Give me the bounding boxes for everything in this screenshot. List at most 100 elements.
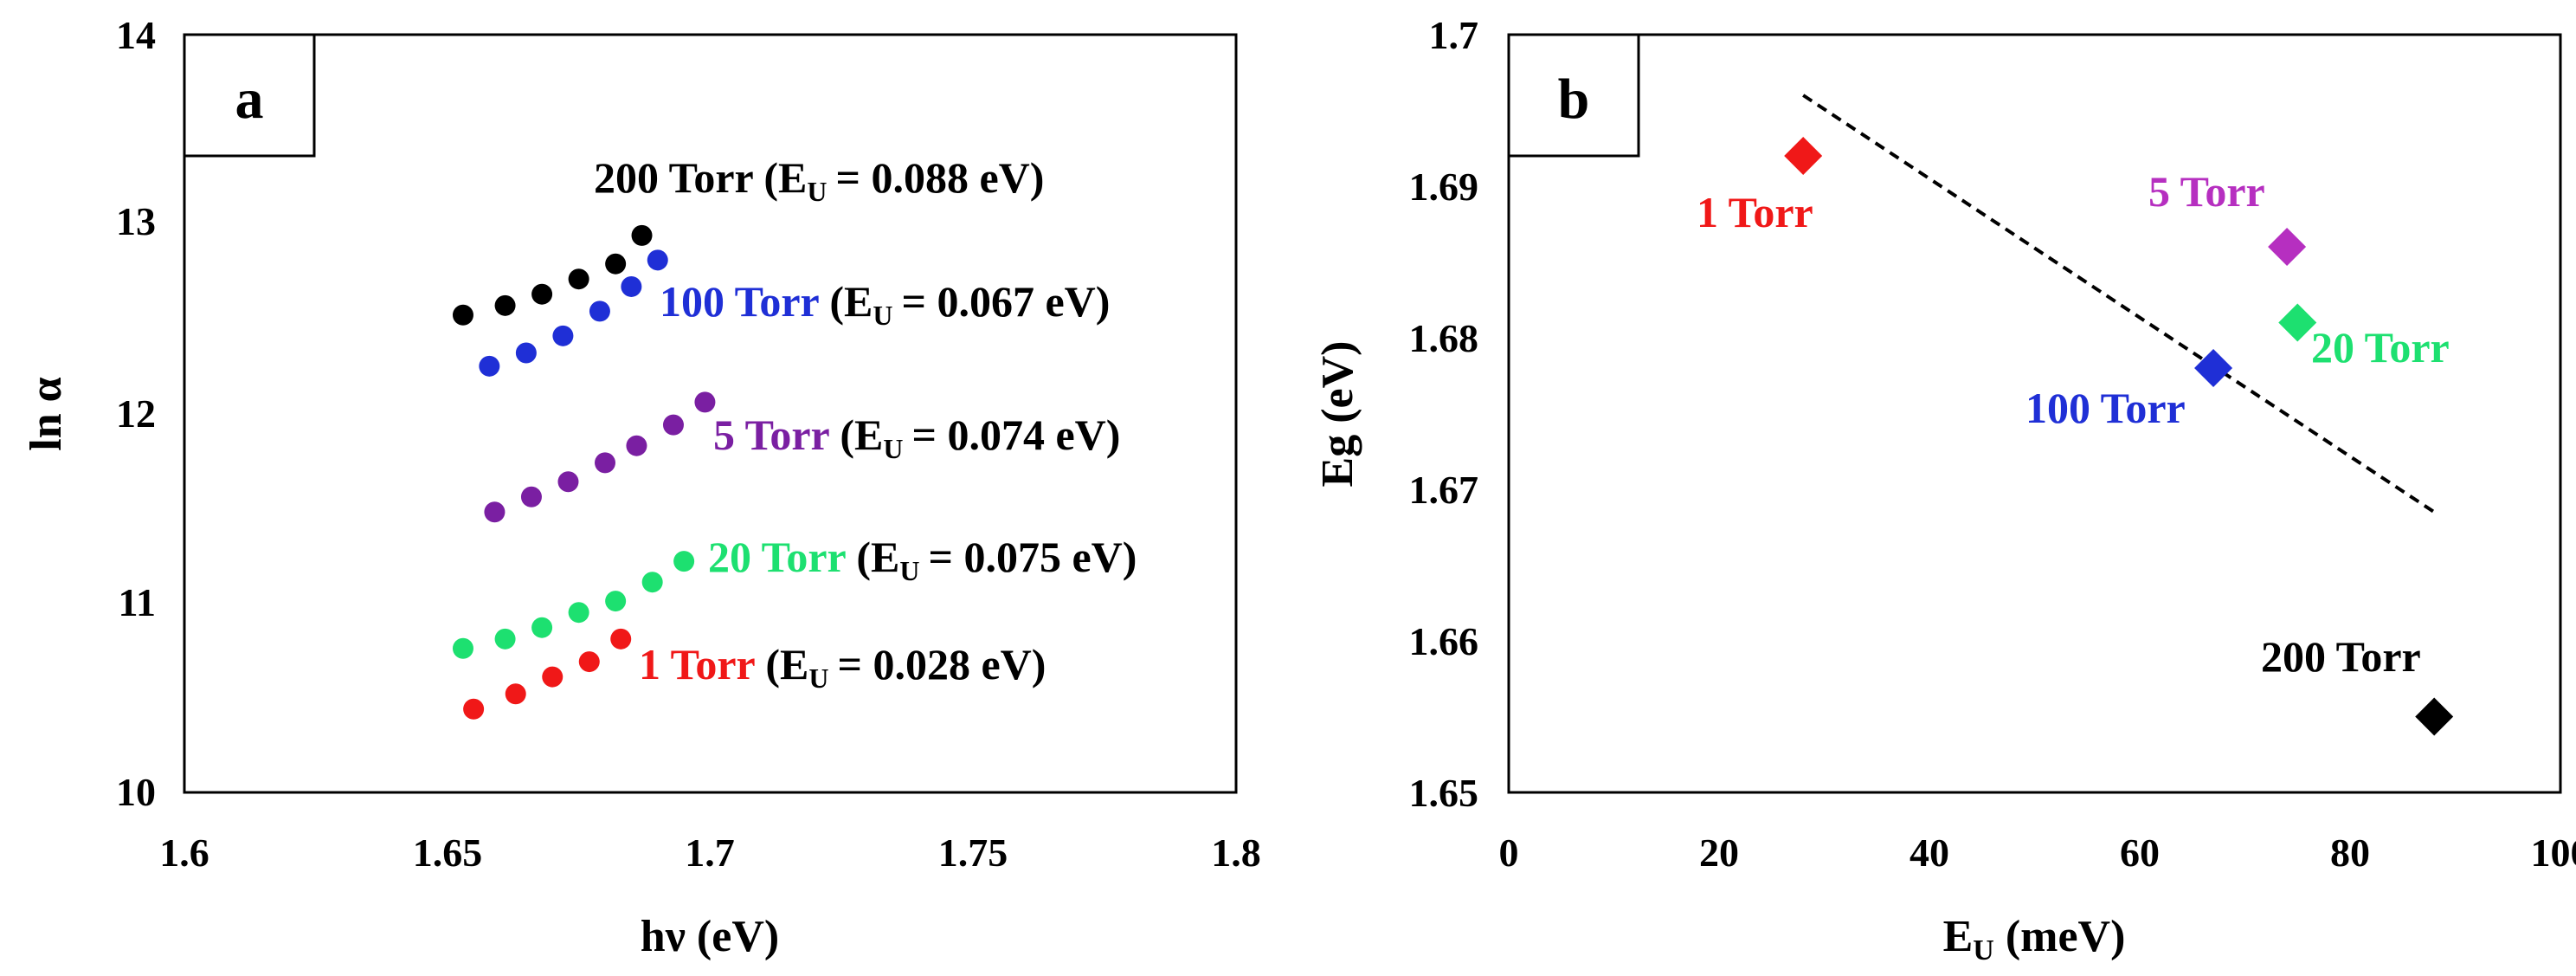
annotation-sample: 20 Torr — [708, 533, 847, 581]
data-point-20-torr — [605, 591, 627, 612]
panel-a-x-ticks: 1.6 1.65 1.7 1.75 1.8 — [159, 831, 1261, 875]
annotation-eu-value: = 0.088 eV) — [835, 153, 1044, 202]
data-point-1-torr — [610, 628, 632, 650]
y-tick-label: 1.68 — [1409, 316, 1479, 360]
panel-b-y-axis-label: Eg (eV) — [1313, 341, 1362, 488]
data-point-100-torr — [515, 342, 537, 364]
x-tick-label: 1.7 — [685, 831, 735, 875]
data-point-1-torr — [578, 651, 600, 673]
annotation-200-torr: 200 Torr (EU = 0.088 eV) — [594, 153, 1044, 207]
panel-b-letter: b — [1558, 68, 1590, 131]
panel-b-x-ticks: 0 20 40 60 80 100 — [1499, 831, 2576, 875]
x-tick-label: 1.8 — [1211, 831, 1261, 875]
data-point-100-torr — [589, 301, 610, 322]
annotation-eu-symbol: E — [778, 153, 807, 202]
data-point-5-torr — [484, 501, 506, 523]
panel-a: a 14 13 12 11 10 1.6 1.65 1.7 1.75 1.8 h… — [22, 13, 1261, 961]
data-point-200-torr — [531, 283, 553, 305]
data-point-20-torr — [2278, 303, 2317, 342]
annotation-100-torr: 100 Torr (EU = 0.067 eV) — [660, 277, 1110, 331]
panel-a-letter: a — [235, 68, 264, 131]
y-tick-label: 14 — [116, 13, 156, 57]
data-point-20-torr — [452, 637, 473, 659]
panel-b-trendline-layer — [1802, 94, 2436, 514]
panel-a-plot-area — [183, 33, 1238, 794]
annotation-eu-value: = 0.028 eV) — [837, 640, 1046, 688]
panel-a-letter-frame — [183, 33, 316, 158]
y-tick-label: 1.67 — [1409, 468, 1479, 512]
data-point-200-torr — [494, 294, 516, 316]
annotation-eu-symbol: E — [854, 410, 883, 459]
data-point-200-torr — [568, 268, 589, 290]
annotation-eu-value: = 0.074 eV) — [911, 410, 1120, 459]
data-point-1-torr — [542, 666, 564, 688]
annotation-eu-subscript: U — [873, 300, 892, 331]
y-tick-label: 1.65 — [1409, 771, 1479, 815]
data-point-20-torr — [531, 617, 553, 638]
y-tick-label: 1.66 — [1409, 619, 1479, 663]
x-axis-label-rest: (meV) — [1994, 912, 2126, 961]
panel-b-letter-frame — [1507, 33, 1640, 158]
y-tick-label: 12 — [116, 391, 156, 436]
annotation-eu-subscript: U — [807, 176, 827, 207]
annotation-sample: 1 Torr — [639, 640, 756, 688]
annotation-eu-subscript: U — [883, 433, 903, 464]
data-point-100-torr — [552, 325, 574, 346]
y-tick-label: 11 — [119, 580, 156, 624]
data-point-100-torr — [647, 249, 668, 271]
annotation-sample: 5 Torr — [713, 410, 830, 459]
annotation-eu-symbol: E — [871, 533, 899, 581]
data-point-1-torr — [1784, 137, 1823, 175]
panel-b-y-ticks: 1.7 1.69 1.68 1.67 1.66 1.65 — [1409, 13, 1479, 815]
annotation-20-torr: 20 Torr (EU = 0.075 eV) — [708, 533, 1137, 586]
data-point-5-torr — [626, 435, 647, 456]
point-label-1-torr: 1 Torr — [1697, 188, 1813, 236]
annotation-sample: 200 Torr — [594, 153, 754, 202]
x-tick-label: 100 — [2531, 831, 2576, 875]
x-tick-label: 20 — [1699, 831, 1739, 875]
panel-a-points — [452, 224, 716, 720]
data-point-100-torr — [621, 275, 642, 297]
data-point-5-torr — [595, 452, 615, 474]
annotation-eu-value: = 0.075 eV) — [928, 533, 1137, 581]
data-point-1-torr — [505, 683, 526, 705]
data-point-200-torr — [605, 253, 627, 275]
y-tick-label: 1.7 — [1429, 13, 1479, 57]
panel-a-y-axis-label: ln α — [22, 377, 71, 450]
data-point-20-torr — [641, 572, 663, 593]
x-tick-label: 0 — [1499, 831, 1519, 875]
panel-b-plot-area — [1507, 33, 2562, 794]
data-point-5-torr — [520, 486, 542, 507]
panel-b: b 1.7 1.69 1.68 1.67 1.66 1.65 0 20 40 6… — [1313, 13, 2576, 966]
x-axis-label-symbol: E — [1943, 912, 1974, 961]
data-point-200-torr — [452, 304, 473, 326]
x-axis-label-subscript: U — [1973, 934, 1994, 966]
panel-a-annotations: 200 Torr (EU = 0.088 eV) 100 Torr (EU = 0.… — [594, 153, 1137, 694]
y-tick-label: 13 — [116, 199, 156, 243]
panel-b-x-axis-label: EU (meV) — [1943, 912, 2126, 966]
data-point-20-torr — [568, 602, 589, 624]
point-label-200-torr: 200 Torr — [2261, 632, 2421, 681]
x-tick-label: 40 — [1909, 831, 1949, 875]
y-tick-label: 10 — [116, 770, 156, 814]
data-point-200-torr — [631, 224, 653, 246]
data-point-5-torr — [694, 391, 716, 413]
annotation-eu-symbol: E — [844, 277, 873, 326]
panel-b-letter-box: b — [1507, 33, 1640, 158]
trendline — [1802, 94, 2436, 514]
x-tick-label: 1.65 — [413, 831, 483, 875]
data-point-100-torr — [2194, 349, 2233, 387]
data-point-5-torr — [662, 414, 684, 436]
panel-a-x-axis-label: hν (eV) — [641, 912, 779, 961]
annotation-eu-value: = 0.067 eV) — [901, 277, 1110, 326]
annotation-eu-symbol: E — [780, 640, 808, 688]
panel-b-point-labels: 1 Torr 5 Torr 20 Torr 100 Torr 200 Torr — [1697, 167, 2450, 681]
annotation-sample: 100 Torr — [660, 277, 820, 326]
point-label-100-torr: 100 Torr — [2025, 384, 2186, 432]
y-tick-label: 1.69 — [1409, 165, 1479, 209]
data-point-20-torr — [673, 551, 695, 572]
x-tick-label: 1.75 — [938, 831, 1008, 875]
panel-b-points — [1784, 137, 2454, 736]
annotation-eu-subscript: U — [899, 555, 919, 586]
